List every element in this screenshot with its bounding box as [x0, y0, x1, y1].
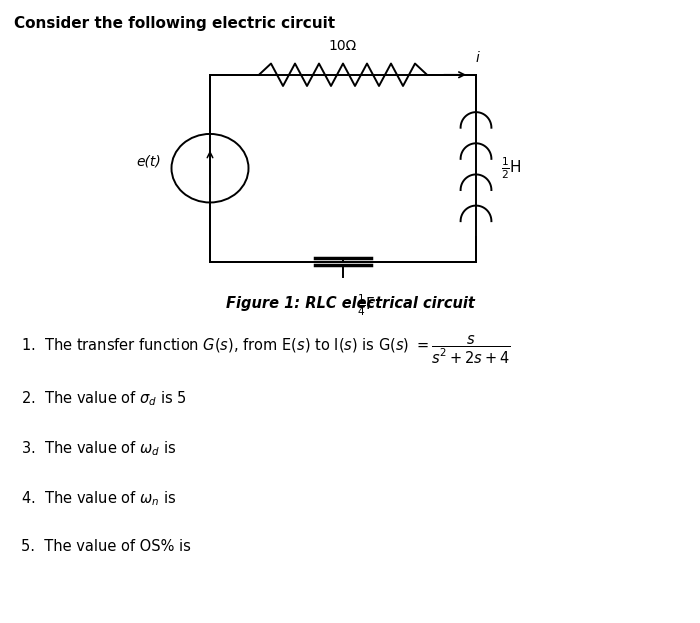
Text: Consider the following electric circuit: Consider the following electric circuit — [14, 16, 335, 31]
Text: i: i — [476, 52, 480, 65]
Text: 3.  The value of $\omega_d$ is: 3. The value of $\omega_d$ is — [21, 439, 176, 458]
Text: e(t): e(t) — [136, 155, 161, 169]
Text: Figure 1: RLC electrical circuit: Figure 1: RLC electrical circuit — [225, 296, 475, 311]
Text: 1.  The transfer function $G(s)$, from E($s$) to I($s$) is G($s$) $= \dfrac{s}{s: 1. The transfer function $G(s)$, from E(… — [21, 333, 510, 366]
Text: 4.  The value of $\omega_n$ is: 4. The value of $\omega_n$ is — [21, 489, 176, 508]
Text: 10Ω: 10Ω — [329, 39, 357, 53]
Text: 2.  The value of $\sigma_d$ is 5: 2. The value of $\sigma_d$ is 5 — [21, 389, 187, 408]
Text: $\frac{1}{4}$F: $\frac{1}{4}$F — [357, 293, 375, 318]
Text: 5.  The value of OS% is: 5. The value of OS% is — [21, 539, 191, 554]
Text: $\frac{1}{2}$H: $\frac{1}{2}$H — [500, 155, 522, 181]
